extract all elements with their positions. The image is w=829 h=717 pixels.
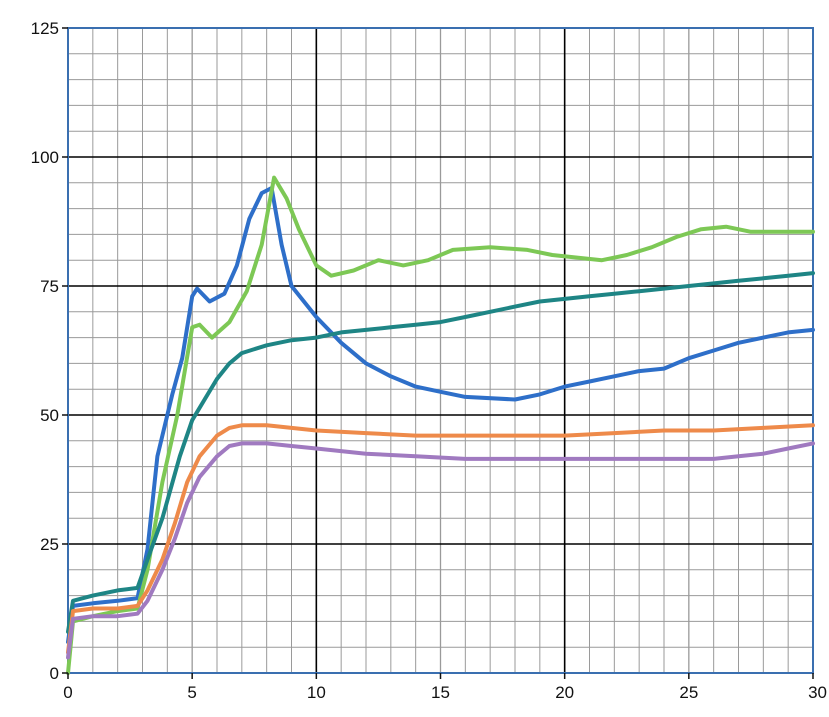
series-line-5: [66, 441, 815, 660]
x-tick-label: 0: [63, 683, 72, 702]
x-tick-label: 30: [808, 683, 827, 702]
x-axis: 0 5 10 15 20 25 30: [63, 673, 827, 702]
major-gridlines: [68, 28, 813, 673]
y-tick-label: 25: [40, 535, 59, 554]
y-axis: 0 25 50 75 100 125: [31, 19, 68, 683]
x-tick-label: 20: [555, 683, 574, 702]
y-tick-label: 125: [31, 19, 59, 38]
series-layer: [66, 175, 815, 675]
x-tick-label: 10: [307, 683, 326, 702]
y-tick-label: 50: [40, 406, 59, 425]
x-tick-label: 15: [431, 683, 450, 702]
series-line-2: [66, 175, 815, 675]
series-line-3: [66, 271, 815, 634]
series-line-4: [66, 423, 815, 655]
series-line-1: [66, 186, 815, 644]
y-tick-label: 75: [40, 277, 59, 296]
x-tick-label: 5: [187, 683, 196, 702]
x-tick-label: 25: [679, 683, 698, 702]
y-tick-label: 100: [31, 148, 59, 167]
y-tick-label: 0: [50, 664, 59, 683]
